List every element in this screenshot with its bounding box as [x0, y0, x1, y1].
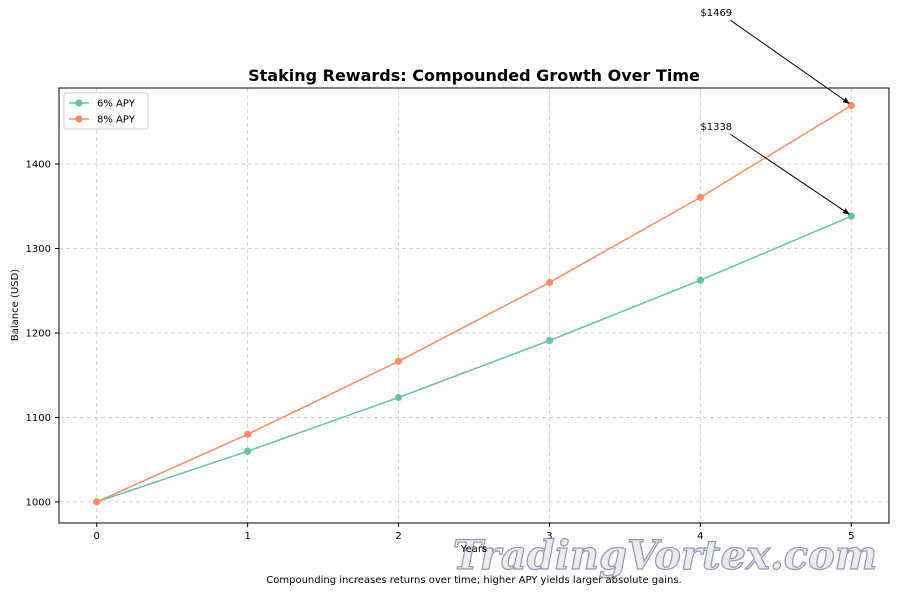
legend-label: 8% APY: [97, 115, 136, 126]
data-point: [244, 430, 252, 438]
chart-title: Staking Rewards: Compounded Growth Over …: [248, 66, 700, 85]
data-point: [545, 336, 554, 345]
series-line-1: [96, 215, 852, 503]
caption: Compounding increases returns over time;…: [266, 575, 681, 586]
watermark-text: TradingVortex.com: [453, 532, 877, 579]
y-tick-label: 1100: [26, 413, 51, 424]
grid: [59, 88, 889, 523]
x-tick-label: 3: [546, 531, 552, 542]
x-tick-label: 1: [244, 531, 250, 542]
legend-box: [63, 92, 149, 130]
annotation-arrow: [730, 133, 850, 215]
annotation-label: $1338: [700, 122, 732, 133]
y-axis-label: Balance (USD): [10, 269, 21, 341]
data-point: [696, 193, 704, 201]
legend: 6% APY 8% APY: [63, 92, 149, 130]
legend-marker: [75, 99, 83, 107]
annotations: $1469 $1338: [700, 8, 850, 215]
x-tick-label: 4: [697, 531, 703, 542]
x-axis-label: Years: [460, 544, 487, 555]
plot-area-frame: [58, 87, 890, 524]
axis-ticks: 0 1 2 3 4 5 1000 1100 1200 1300 1400: [26, 160, 855, 542]
annotation-arrow: [730, 19, 850, 104]
legend-marker: [75, 115, 83, 123]
x-tick-label: 2: [395, 531, 401, 542]
data-point: [545, 278, 554, 287]
y-tick-label: 1300: [26, 244, 51, 255]
series-line-2: [96, 104, 852, 503]
annotation-label: $1469: [700, 8, 732, 19]
y-tick-label: 1000: [26, 497, 51, 508]
x-tick-label: 0: [94, 531, 100, 542]
x-tick-label: 5: [848, 531, 854, 542]
data-point: [244, 447, 252, 455]
data-point: [696, 276, 704, 284]
y-tick-label: 1400: [26, 160, 51, 171]
data-point: [394, 357, 403, 365]
watermark: TradingVortex.com: [452, 531, 877, 579]
data-point: [394, 393, 403, 402]
y-tick-label: 1200: [26, 328, 51, 339]
series-group: [93, 101, 855, 506]
legend-label: 6% APY: [97, 99, 136, 110]
data-point: [93, 498, 101, 506]
